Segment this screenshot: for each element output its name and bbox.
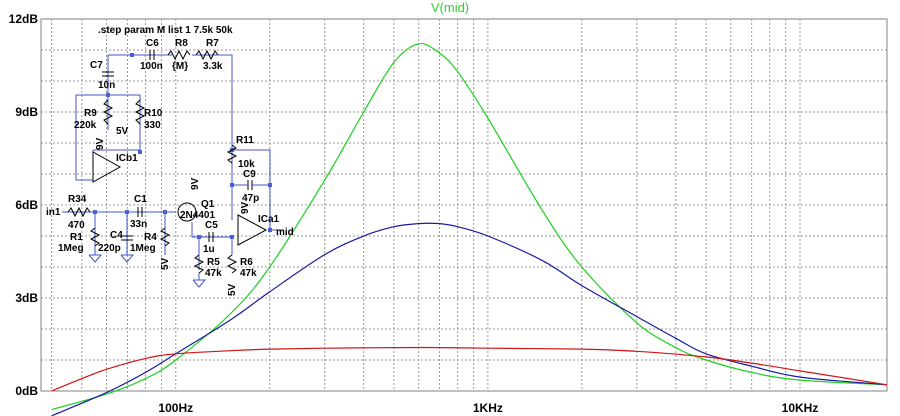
series-layer (51, 42, 888, 416)
r6-name: R6 (240, 257, 253, 268)
c7-value: 10n (98, 80, 115, 91)
node-dot (93, 210, 97, 214)
node-dot (138, 150, 142, 154)
wire (191, 222, 232, 238)
r11-symbol (226, 144, 238, 164)
r4-value: 1Meg (130, 243, 156, 254)
c4-value: 220p (98, 243, 121, 254)
r9-name: R9 (84, 108, 97, 119)
wire (107, 54, 172, 95)
node-dot (197, 235, 201, 239)
schematic: .step param M list 1 7.5k 50k (46, 25, 294, 296)
q1-symbol (177, 202, 197, 222)
net-5v-r6: 5V (227, 283, 238, 296)
c6-name: C6 (146, 38, 159, 49)
ica1-symbol (237, 214, 268, 246)
r11-name: R11 (236, 135, 254, 146)
ground-symbol (192, 279, 207, 288)
r7-value: 3.3k (203, 61, 223, 72)
r7-name: R7 (206, 38, 219, 49)
q1-name: Q1 (201, 199, 215, 210)
y-tick-label: 9dB (15, 105, 38, 119)
x-tick-labels: 100Hz 1KHz 10KHz (158, 401, 818, 415)
r34-value: 470 (68, 220, 85, 231)
series-line-2 (51, 222, 888, 416)
net-label-mid: mid (276, 227, 294, 238)
r4-symbol (159, 227, 171, 247)
step-directive: .step param M list 1 7.5k 50k (98, 25, 233, 36)
wire (192, 54, 233, 185)
c5-value: 1u (203, 244, 215, 255)
wire (232, 149, 271, 230)
r1-symbol (89, 227, 101, 247)
r6-symbol (226, 254, 238, 274)
x-tick-label: 10KHz (782, 401, 819, 415)
y-tick-label: 0dB (15, 384, 38, 398)
r34-name: R34 (68, 194, 87, 205)
icb1-supply: 9V (95, 137, 106, 150)
series-line-1 (51, 42, 888, 411)
r10-name: R10 (144, 108, 163, 119)
plot-frame (40, 18, 888, 392)
r4-name: R4 (144, 232, 157, 243)
c9-name: C9 (243, 169, 256, 180)
node-dot (163, 210, 167, 214)
r7-symbol (195, 49, 219, 61)
r1-name: R1 (70, 232, 83, 243)
c1-value: 33n (130, 219, 147, 230)
ica1-supply: 9V (240, 201, 251, 214)
r34-symbol (67, 206, 91, 218)
ground-symbol (120, 254, 135, 263)
node-dot (268, 228, 272, 232)
grid-lines (41, 19, 887, 391)
r1-value: 1Meg (58, 243, 84, 254)
c7-name: C7 (90, 60, 103, 71)
net-label-in1: in1 (46, 207, 61, 218)
icb1-symbol (92, 151, 122, 183)
r9-symbol (102, 99, 114, 125)
r9-value: 220k (74, 120, 97, 131)
r10-value: 330 (144, 120, 161, 131)
r5-value: 47k (205, 268, 222, 279)
icb1-name: ICb1 (116, 153, 138, 164)
r8-symbol (167, 49, 191, 61)
c9-value: 47p (242, 193, 259, 204)
c4-name: C4 (110, 230, 123, 241)
q1-supply: 9V (190, 177, 201, 190)
x-tick-label: 100Hz (158, 401, 193, 415)
y-tick-labels: 0dB 3dB 6dB 9dB 12dB (9, 12, 39, 398)
r10-symbol (134, 99, 146, 125)
y-tick-label: 3dB (15, 291, 38, 305)
c5-name: C5 (205, 220, 218, 231)
series-line-3 (51, 346, 888, 392)
r6-value: 47k (240, 268, 257, 279)
q1-value: 2N4401 (180, 210, 215, 221)
node-dot (230, 235, 234, 239)
y-tick-label: 12dB (9, 12, 39, 26)
wire (75, 95, 93, 181)
ica1-name: ICa1 (258, 214, 280, 225)
r8-name: R8 (175, 38, 188, 49)
x-tick-label: 1KHz (473, 401, 503, 415)
chart-title: V(mid) (431, 0, 469, 15)
c6-value: 100n (140, 61, 163, 72)
r5-name: R5 (207, 257, 220, 268)
net-5v: 5V (116, 126, 129, 137)
node-dot (106, 93, 110, 97)
r5-symbol (193, 254, 205, 274)
r8-value: {M} (172, 61, 188, 72)
node-dot (130, 53, 134, 57)
node-dot (125, 210, 129, 214)
c1-name: C1 (134, 194, 147, 205)
net-5v-r4: 5V (160, 257, 171, 270)
ground-symbol (88, 254, 103, 263)
r11-value: 10k (238, 159, 255, 170)
y-tick-label: 6dB (15, 198, 38, 212)
